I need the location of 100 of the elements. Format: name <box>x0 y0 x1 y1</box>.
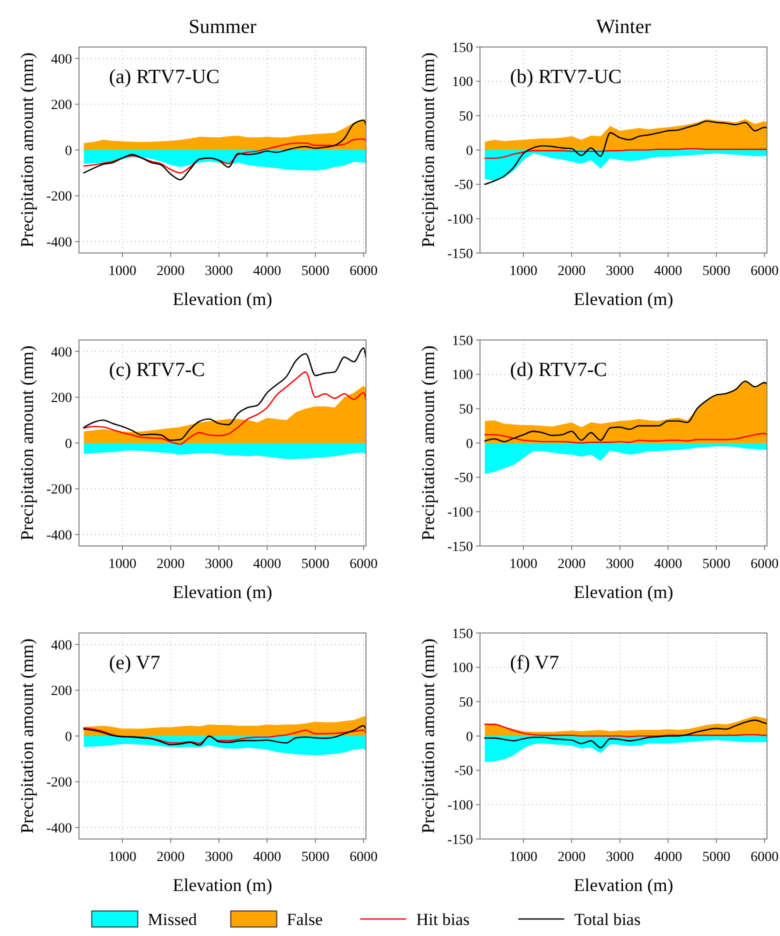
x-tick-label: 4000 <box>654 557 682 572</box>
x-tick-label: 1000 <box>108 557 136 572</box>
y-tick-label: -200 <box>46 190 72 205</box>
x-axis-title: Elevation (m) <box>574 875 674 895</box>
x-tick-label: 4000 <box>253 557 282 572</box>
x-tick-label: 5000 <box>301 264 330 279</box>
line-series <box>484 724 768 738</box>
y-tick-label: -400 <box>46 235 72 250</box>
y-tick-label: 0 <box>466 144 473 159</box>
y-tick-label: 50 <box>459 402 473 418</box>
legend-label: False <box>286 910 323 929</box>
x-tick-label: 1000 <box>108 850 136 865</box>
y-tick-label: -100 <box>447 212 473 228</box>
y-tick-label: 400 <box>51 638 72 654</box>
x-tick-label: 6000 <box>750 264 779 279</box>
x-tick-label: 5000 <box>702 850 730 865</box>
annotation: (d) RTV7-C <box>510 359 608 381</box>
annotation: (c) RTV7-C <box>109 359 205 381</box>
x-tick-label: 6000 <box>750 557 779 572</box>
x-tick-label: 1000 <box>509 557 538 572</box>
x-tick-label: 4000 <box>654 850 682 865</box>
y-tick-label: 200 <box>51 98 72 114</box>
x-tick-label: 5000 <box>301 850 330 865</box>
y-axis-title: Precipitation amount (mm) <box>418 52 438 248</box>
y-tick-label: -150 <box>447 246 473 262</box>
y-axis-title: Precipitation amount (mm) <box>17 638 37 834</box>
x-tick-label: 4000 <box>253 850 282 865</box>
y-tick-label: 150 <box>452 626 473 642</box>
x-tick-label: 3000 <box>204 850 233 865</box>
legend-label: Missed <box>148 910 198 929</box>
y-tick-label: -100 <box>447 798 473 814</box>
x-tick-label: 4000 <box>654 264 682 279</box>
x-tick-label: 3000 <box>606 850 634 865</box>
y-tick-label: 200 <box>51 391 72 406</box>
y-tick-label: 400 <box>51 52 72 68</box>
x-tick-label: 6000 <box>350 557 378 572</box>
line-series <box>484 148 768 159</box>
y-tick-label: -200 <box>46 482 72 498</box>
y-tick-label: 0 <box>466 436 473 452</box>
x-tick-label: 3000 <box>606 264 634 279</box>
x-axis-title: Elevation (m) <box>172 582 272 602</box>
y-tick-label: 150 <box>452 334 473 349</box>
x-tick-label: 3000 <box>606 557 634 572</box>
y-tick-label: 200 <box>51 684 72 700</box>
x-tick-label: 1000 <box>509 264 538 279</box>
y-tick-label: 0 <box>65 730 72 745</box>
y-tick-label: 100 <box>452 368 473 384</box>
x-tick-label: 4000 <box>253 264 282 279</box>
line-series <box>83 120 367 180</box>
y-tick-label: 150 <box>452 40 473 56</box>
line-series <box>83 138 367 174</box>
y-tick-label: -150 <box>447 540 473 555</box>
y-axis-title: Precipitation amount (mm) <box>17 346 37 540</box>
y-tick-label: -50 <box>454 764 473 780</box>
x-tick-label: 5000 <box>301 557 330 572</box>
y-tick-label: 50 <box>459 110 473 125</box>
x-tick-label: 6000 <box>350 850 378 865</box>
y-tick-label: -200 <box>46 776 72 791</box>
x-axis-title: Elevation (m) <box>172 289 272 309</box>
line-series <box>484 120 768 185</box>
chart-title: Winter <box>596 16 652 38</box>
x-tick-label: 6000 <box>750 850 779 865</box>
annotation: (f) V7 <box>510 652 560 674</box>
legend-label: Hit bias <box>416 910 470 929</box>
line-series <box>484 720 768 748</box>
x-axis-title: Elevation (m) <box>574 289 674 309</box>
x-tick-label: 2000 <box>558 264 586 279</box>
y-tick-label: -100 <box>447 506 473 521</box>
y-tick-label: 0 <box>466 730 473 745</box>
x-tick-label: 2000 <box>558 850 586 865</box>
y-tick-label: -50 <box>454 178 473 194</box>
x-tick-label: 2000 <box>156 557 185 572</box>
y-tick-label: 0 <box>65 436 72 452</box>
y-tick-label: -400 <box>46 821 72 836</box>
x-tick-label: 2000 <box>156 264 185 279</box>
legend-label: Total bias <box>574 910 641 929</box>
x-tick-label: 3000 <box>204 264 233 279</box>
y-axis-title: Precipitation amount (mm) <box>17 52 37 248</box>
line-series <box>83 347 367 441</box>
chart-title: Summer <box>188 16 257 38</box>
y-tick-label: 0 <box>65 144 72 159</box>
x-tick-label: 5000 <box>702 264 730 279</box>
annotation: (b) RTV7-UC <box>510 66 622 88</box>
y-axis-title: Precipitation amount (mm) <box>418 638 438 834</box>
y-tick-label: 100 <box>452 75 473 90</box>
x-axis-title: Elevation (m) <box>574 582 674 602</box>
y-tick-label: -150 <box>447 832 473 848</box>
x-tick-label: 5000 <box>702 557 730 572</box>
x-axis-title: Elevation (m) <box>172 875 272 895</box>
y-tick-label: 400 <box>51 345 72 360</box>
x-tick-label: 2000 <box>156 850 185 865</box>
x-tick-label: 1000 <box>108 264 136 279</box>
y-tick-label: 50 <box>459 696 473 711</box>
y-tick-label: 100 <box>452 661 473 676</box>
x-tick-label: 2000 <box>558 557 586 572</box>
annotation: (e) V7 <box>109 652 160 674</box>
annotation: (a) RTV7-UC <box>109 66 220 88</box>
line-series <box>484 432 768 444</box>
x-tick-label: 1000 <box>509 850 538 865</box>
y-tick-label: -400 <box>46 528 72 544</box>
